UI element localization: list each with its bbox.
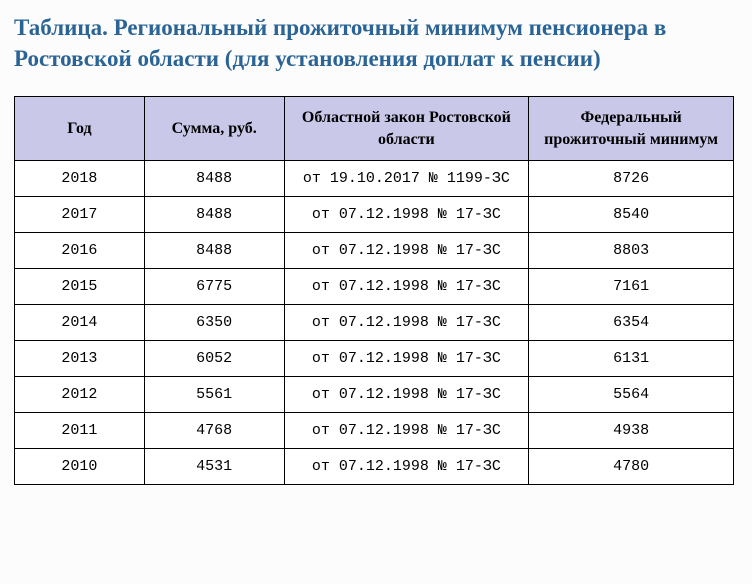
table-row: 2017 8488 от 07.12.1998 № 17-ЗС 8540	[15, 197, 734, 233]
column-header-year: Год	[15, 97, 145, 161]
cell-sum: 8488	[144, 197, 284, 233]
cell-fed: 4780	[529, 449, 734, 485]
cell-year: 2015	[15, 269, 145, 305]
cell-law: от 07.12.1998 № 17-ЗС	[284, 413, 529, 449]
cell-year: 2017	[15, 197, 145, 233]
table-header-row: Год Сумма, руб. Областной закон Ростовск…	[15, 97, 734, 161]
cell-sum: 6052	[144, 341, 284, 377]
data-table: Год Сумма, руб. Областной закон Ростовск…	[14, 96, 734, 485]
table-row: 2018 8488 от 19.10.2017 № 1199-ЗС 8726	[15, 161, 734, 197]
cell-law: от 07.12.1998 № 17-ЗС	[284, 233, 529, 269]
cell-fed: 8726	[529, 161, 734, 197]
cell-sum: 4531	[144, 449, 284, 485]
cell-fed: 4938	[529, 413, 734, 449]
table-header: Год Сумма, руб. Областной закон Ростовск…	[15, 97, 734, 161]
page-title: Таблица. Региональный прожиточный миниму…	[14, 12, 734, 74]
cell-law: от 07.12.1998 № 17-ЗС	[284, 305, 529, 341]
cell-law: от 07.12.1998 № 17-ЗС	[284, 269, 529, 305]
cell-year: 2012	[15, 377, 145, 413]
cell-sum: 8488	[144, 161, 284, 197]
table-row: 2014 6350 от 07.12.1998 № 17-ЗС 6354	[15, 305, 734, 341]
cell-sum: 8488	[144, 233, 284, 269]
cell-law: от 07.12.1998 № 17-ЗС	[284, 197, 529, 233]
table-row: 2016 8488 от 07.12.1998 № 17-ЗС 8803	[15, 233, 734, 269]
cell-year: 2013	[15, 341, 145, 377]
column-header-law: Областной закон Ростовской области	[284, 97, 529, 161]
column-header-sum: Сумма, руб.	[144, 97, 284, 161]
cell-law: от 07.12.1998 № 17-ЗС	[284, 377, 529, 413]
cell-sum: 6350	[144, 305, 284, 341]
cell-fed: 8540	[529, 197, 734, 233]
cell-year: 2014	[15, 305, 145, 341]
cell-law: от 19.10.2017 № 1199-ЗС	[284, 161, 529, 197]
cell-sum: 4768	[144, 413, 284, 449]
cell-year: 2011	[15, 413, 145, 449]
cell-law: от 07.12.1998 № 17-ЗС	[284, 341, 529, 377]
table-row: 2010 4531 от 07.12.1998 № 17-ЗС 4780	[15, 449, 734, 485]
cell-sum: 5561	[144, 377, 284, 413]
table-row: 2012 5561 от 07.12.1998 № 17-ЗС 5564	[15, 377, 734, 413]
cell-year: 2010	[15, 449, 145, 485]
table-row: 2015 6775 от 07.12.1998 № 17-ЗС 7161	[15, 269, 734, 305]
column-header-fed: Федеральный прожиточный минимум	[529, 97, 734, 161]
cell-sum: 6775	[144, 269, 284, 305]
table-body: 2018 8488 от 19.10.2017 № 1199-ЗС 8726 2…	[15, 161, 734, 485]
cell-law: от 07.12.1998 № 17-ЗС	[284, 449, 529, 485]
cell-fed: 7161	[529, 269, 734, 305]
cell-fed: 6354	[529, 305, 734, 341]
table-row: 2013 6052 от 07.12.1998 № 17-ЗС 6131	[15, 341, 734, 377]
cell-fed: 6131	[529, 341, 734, 377]
table-row: 2011 4768 от 07.12.1998 № 17-ЗС 4938	[15, 413, 734, 449]
cell-fed: 8803	[529, 233, 734, 269]
cell-year: 2016	[15, 233, 145, 269]
cell-year: 2018	[15, 161, 145, 197]
cell-fed: 5564	[529, 377, 734, 413]
